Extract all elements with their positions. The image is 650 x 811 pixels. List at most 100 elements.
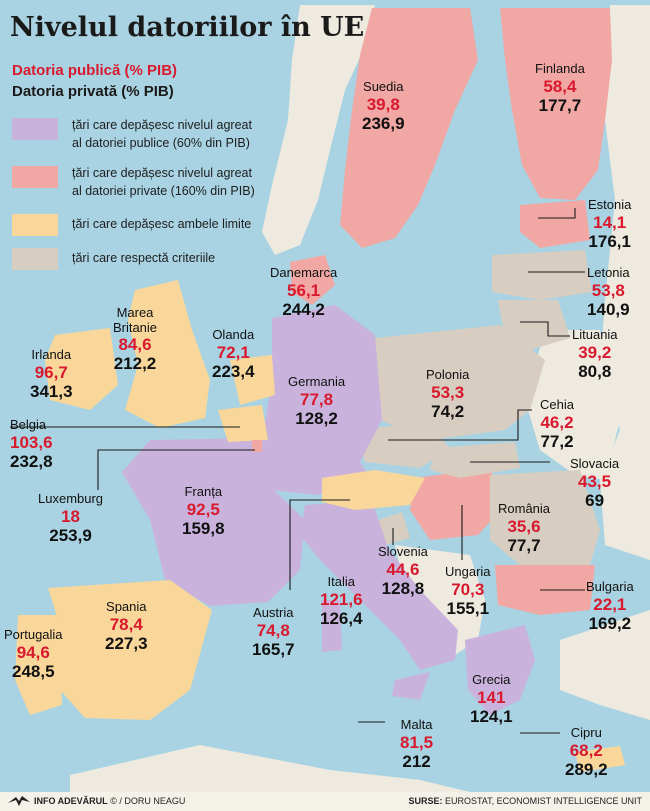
- public-debt-value: 84,6: [118, 335, 152, 355]
- ireland-land: [45, 328, 118, 410]
- legend-item-private: țări care depășesc nivelul agreat al dato…: [12, 164, 255, 200]
- public-debt-value: 53,3: [431, 382, 465, 402]
- country-name: Grecia: [472, 672, 511, 687]
- country-irlanda: Irlanda 96,7 341,3: [30, 347, 73, 401]
- country-name: Polonia: [426, 367, 470, 382]
- country-name: Italia: [327, 574, 355, 589]
- private-debt-value: 69: [585, 490, 605, 510]
- country-name: Letonia: [587, 265, 630, 280]
- country-name: Ungaria: [445, 564, 491, 579]
- sicily-land: [392, 672, 430, 700]
- country-name: Finlanda: [535, 61, 585, 76]
- country-name: Danemarca: [270, 265, 338, 280]
- private-debt-value: 155,1: [446, 598, 490, 618]
- country-name: Irlanda: [31, 347, 72, 362]
- public-debt-value: 53,8: [591, 280, 625, 300]
- legend-private-label: Datoria privată (% PIB): [12, 83, 174, 100]
- czechia-land: [355, 422, 450, 468]
- leader-luxemburg: [97, 449, 255, 490]
- country-germania: Germania 77,8 128,2: [288, 374, 346, 428]
- public-debt-value: 22,1: [593, 594, 627, 614]
- legend-swatch: [12, 248, 58, 270]
- public-debt-value: 72,1: [216, 342, 250, 362]
- public-debt-value: 39,2: [578, 342, 612, 362]
- private-debt-value: 223,4: [212, 361, 255, 381]
- public-debt-value: 74,8: [256, 620, 290, 640]
- country-name: Belgia: [10, 417, 47, 432]
- private-debt-value: 159,8: [182, 518, 225, 538]
- footer: INFO ADEVĂRUL © / DORU NEAGU SURSE: EURO…: [0, 792, 650, 811]
- country-name: Franța: [184, 484, 223, 499]
- country-name: Estonia: [588, 197, 632, 212]
- country-name: Suedia: [363, 79, 404, 94]
- finland-land: [500, 8, 612, 200]
- public-debt-value: 81,5: [400, 732, 434, 752]
- private-debt-value: 244,2: [282, 299, 325, 319]
- public-debt-value: 18: [61, 506, 80, 526]
- africa-land: [70, 745, 470, 792]
- country-portugalia: Portugalia 94,6 248,5: [4, 627, 63, 681]
- public-debt-value: 77,8: [299, 389, 334, 409]
- public-debt-value: 43,5: [578, 471, 612, 491]
- public-debt-value: 56,1: [287, 280, 321, 300]
- public-debt-value: 141: [477, 687, 506, 707]
- cyprus-land: [575, 746, 625, 772]
- country-name: Lituania: [572, 327, 618, 342]
- credit: INFO ADEVĂRUL © / DORU NEAGU: [34, 796, 185, 806]
- greece-land: [465, 625, 535, 715]
- legend-item-both: țări care depășesc ambele limite: [12, 212, 251, 236]
- legend-item-compliant: țări care respectă criteriile: [12, 246, 215, 270]
- country-romania: România 35,6 77,7: [498, 501, 551, 555]
- private-debt-value: 165,7: [252, 639, 295, 659]
- country-name: Olanda: [212, 327, 255, 342]
- private-debt-value: 227,3: [105, 633, 148, 653]
- sources-label: SURSE:: [408, 796, 443, 806]
- eagle-logo-icon: [8, 796, 30, 806]
- country-malta: Malta 81,5 212: [400, 717, 434, 771]
- country-slovacia: Slovacia 43,5 69: [570, 456, 619, 510]
- norway-land: [262, 5, 375, 255]
- private-debt-value: 77,7: [507, 535, 541, 555]
- belgium-land: [218, 405, 268, 442]
- country-luxemburg: Luxemburg 18 253,9: [38, 491, 103, 545]
- public-debt-value: 96,7: [34, 362, 68, 382]
- belarus-ukraine-land: [525, 330, 620, 480]
- country-letonia: Letonia 53,8 140,9: [587, 265, 630, 319]
- legend-line: țări care respectă criteriile: [72, 251, 216, 265]
- legend-line: al datoriei private (160% din PIB): [72, 184, 255, 198]
- public-debt-value: 70,3: [451, 579, 485, 599]
- spain-land: [48, 580, 212, 720]
- private-debt-value: 212,2: [113, 354, 157, 374]
- country-belgia: Belgia 103,6 232,8: [10, 417, 53, 471]
- country-grecia: Grecia 141 124,1: [470, 672, 513, 726]
- country-name: Germania: [288, 374, 346, 389]
- country-suedia: Suedia 39,8 236,9: [362, 79, 405, 133]
- turkey-land: [560, 610, 650, 720]
- private-debt-value: 289,2: [565, 759, 608, 779]
- country-spania: Spania 78,4 227,3: [105, 599, 148, 653]
- private-debt-value: 128,8: [381, 578, 425, 598]
- legend-line: țări care depășesc nivelul agreat: [72, 118, 252, 132]
- private-debt-value: 128,2: [295, 408, 338, 428]
- private-debt-value: 236,9: [362, 113, 405, 133]
- russia-land: [600, 5, 650, 560]
- country-bulgaria: Bulgaria 22,1 169,2: [586, 579, 634, 633]
- country-cipru: Cipru 68,2 289,2: [565, 725, 608, 779]
- country-danemarca: Danemarca 56,1 244,2: [270, 265, 338, 319]
- legend-public-label: Datoria publică (% PIB): [12, 62, 178, 79]
- public-debt-value: 121,6: [320, 589, 363, 609]
- country-name: România: [498, 501, 551, 516]
- country-finlanda: Finlanda 58,4 177,7: [535, 61, 585, 115]
- hungary-land: [410, 468, 505, 540]
- private-debt-value: 80,8: [578, 361, 612, 381]
- public-debt-value: 103,6: [10, 432, 53, 452]
- private-debt-value: 341,3: [30, 381, 73, 401]
- public-debt-value: 14,1: [593, 212, 627, 232]
- portugal-land: [15, 615, 62, 715]
- private-debt-value: 140,9: [587, 299, 630, 319]
- country-italia: Italia 121,6 126,4: [320, 574, 363, 628]
- private-debt-value: 177,7: [538, 95, 582, 115]
- country-austria: Austria 74,8 165,7: [252, 605, 295, 659]
